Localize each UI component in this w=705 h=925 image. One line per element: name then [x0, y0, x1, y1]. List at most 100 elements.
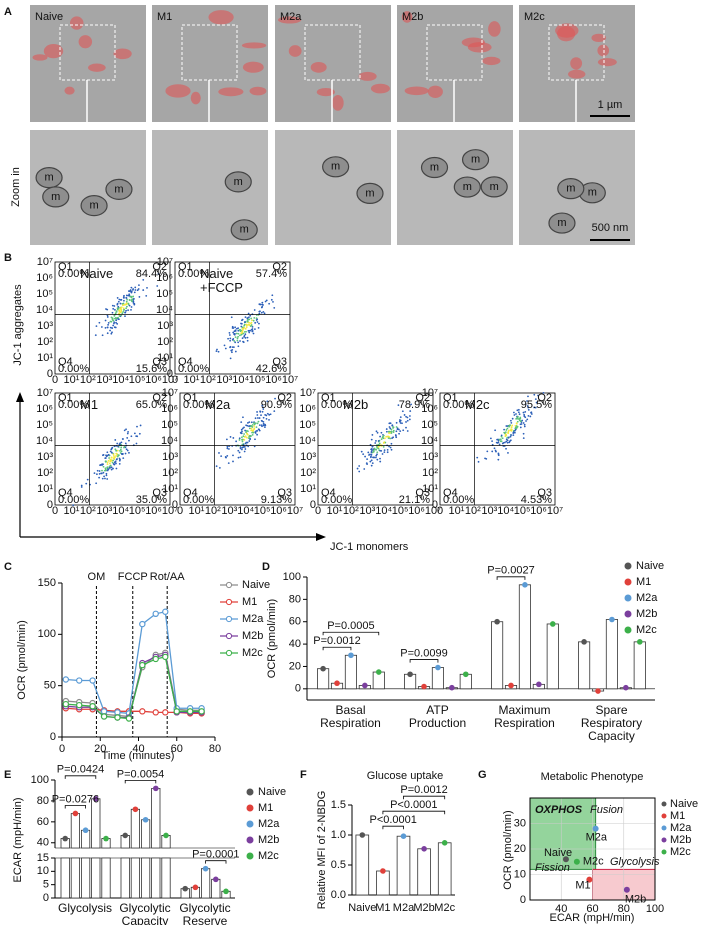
y-tick-label: 10¹ [422, 483, 438, 495]
event-dot [251, 431, 254, 434]
event-dot [133, 291, 136, 294]
event-dot [113, 322, 115, 325]
quadrant-percent: 9.13% [261, 494, 292, 506]
x-tick-label: 10² [205, 505, 221, 517]
x-tick-label: 10¹ [188, 505, 204, 517]
x-tick-label: 10⁵ [129, 374, 146, 386]
mitochondrion [224, 171, 252, 193]
significance-bracket [322, 631, 380, 636]
event-dot [250, 425, 252, 427]
mitochondrion-highlight [88, 63, 106, 72]
x-tick-label: 10² [465, 505, 481, 517]
event-dot [110, 451, 113, 454]
event-dot [246, 336, 249, 339]
event-dot [264, 426, 266, 429]
bar-point [400, 833, 407, 839]
bar-point [441, 840, 448, 846]
event-dot [378, 442, 381, 445]
significance-label: P=0.0276 [52, 793, 99, 805]
y-tick-label: 10⁵ [36, 419, 53, 431]
y-tick-label: 0 [43, 892, 49, 904]
event-dot [526, 400, 528, 402]
mitochondrion-highlight [570, 57, 583, 70]
quadrant-percent: 4.53% [521, 494, 552, 506]
panel-letter: E [4, 769, 11, 781]
event-dot [244, 445, 246, 448]
y-tick-label: 100 [31, 774, 49, 786]
event-dot [104, 319, 107, 322]
x-tick-label: 10⁷ [425, 505, 441, 517]
y-tick-label: 10⁷ [157, 256, 173, 268]
event-dot [117, 445, 119, 448]
event-dot [405, 415, 407, 418]
plot-title: Naive [80, 266, 114, 281]
x-tick-label: 10⁴ [112, 505, 129, 517]
event-dot [245, 431, 247, 434]
event-dot [403, 414, 406, 416]
event-dot [358, 465, 361, 467]
y-tick-label: 20 [289, 660, 301, 672]
event-dot [262, 310, 265, 313]
event-dot [390, 442, 393, 445]
event-dot [229, 337, 232, 340]
event-dot [370, 459, 373, 462]
event-dot [121, 438, 124, 440]
y-tick-label: 10⁴ [36, 435, 53, 447]
y-tick-label: 0 [310, 499, 316, 511]
event-dot [235, 332, 238, 335]
event-dot [107, 468, 110, 470]
quadrant-percent: 0.00% [321, 399, 352, 411]
y-tick-label: 10⁷ [162, 387, 178, 399]
x-tick-label: 40 [555, 903, 567, 915]
legend-label: M1 [636, 576, 651, 588]
legend-marker [225, 649, 233, 657]
event-dot [391, 437, 393, 440]
quadrant-percent: 0.00% [178, 268, 209, 280]
event-dot [112, 455, 115, 457]
event-dot [505, 429, 508, 431]
axis-label: OCR (pmol/min) [502, 810, 514, 889]
mitochondrion-highlight [597, 58, 617, 67]
mito-label: m [331, 161, 340, 173]
bar-point [192, 884, 199, 891]
data-point [586, 876, 593, 883]
y-tick-label: 0 [520, 894, 526, 906]
event-dot [249, 329, 252, 332]
quadrant-name: Q3 [152, 487, 167, 499]
y-tick-label: 15 [37, 852, 49, 864]
y-tick-label: 10¹ [300, 483, 316, 495]
quadrant-percent: 84.4% [136, 268, 167, 280]
event-dot [377, 439, 380, 442]
event-dot [113, 463, 116, 466]
legend-marker [225, 598, 233, 606]
event-dot [495, 441, 498, 444]
event-dot [123, 299, 125, 302]
event-dot [516, 425, 519, 428]
event-dot [258, 424, 261, 427]
x-tick-label: 10³ [359, 505, 375, 517]
event-dot [112, 453, 115, 456]
x-tick-label: 10³ [96, 505, 112, 517]
mito-label: m [234, 176, 243, 188]
event-dot [117, 305, 120, 308]
mito-label: m [365, 187, 374, 199]
event-dot [118, 315, 121, 317]
event-dot [229, 357, 232, 360]
mitochondrion-highlight [277, 16, 302, 24]
event-dot [236, 339, 239, 342]
mito-label: m [430, 161, 439, 173]
data-point [76, 677, 83, 684]
legend-label: M2c [258, 850, 279, 862]
significance-label: P<0.0001 [369, 814, 416, 826]
event-dot [123, 429, 126, 432]
event-dot [248, 440, 251, 442]
event-dot [261, 406, 264, 409]
event-dot [244, 448, 247, 450]
event-dot [85, 482, 88, 485]
mitochondrion-highlight [555, 23, 579, 38]
quadrant-percent: 35.0% [136, 494, 167, 506]
event-dot [250, 324, 253, 326]
event-dot [128, 293, 131, 296]
event-dot [262, 408, 265, 410]
event-dot [383, 451, 386, 454]
